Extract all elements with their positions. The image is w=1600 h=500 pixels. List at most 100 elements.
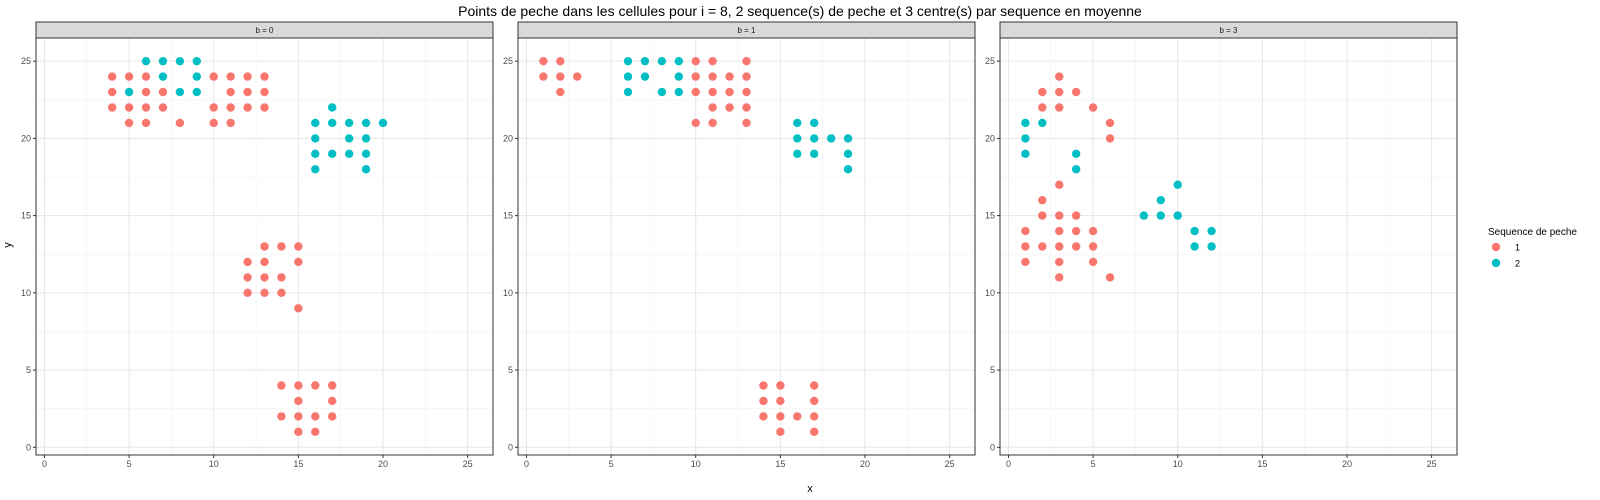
x-tick-label: 20	[1342, 459, 1352, 469]
data-point-series-1	[1088, 257, 1098, 267]
data-point-series-2	[1139, 211, 1149, 220]
y-tick-label: 10	[503, 288, 513, 298]
data-point-series-1	[776, 396, 785, 406]
data-point-series-1	[277, 381, 286, 390]
panel-background	[1000, 38, 1457, 455]
data-point-series-1	[1055, 180, 1064, 189]
data-point-series-1	[1071, 87, 1081, 97]
data-point-series-1	[691, 72, 700, 81]
data-point-series-1	[776, 412, 785, 421]
data-point-series-1	[328, 396, 337, 406]
y-tick-label: 20	[503, 133, 513, 143]
data-point-series-1	[556, 56, 565, 66]
data-point-series-1	[691, 87, 700, 97]
data-point-series-2	[311, 134, 320, 143]
data-point-series-1	[556, 72, 565, 81]
y-tick-label: 15	[21, 211, 31, 221]
data-point-series-2	[1190, 226, 1199, 236]
x-tick-label: 0	[524, 459, 529, 469]
data-point-series-1	[1055, 273, 1064, 282]
data-point-series-1	[1055, 242, 1064, 251]
y-tick-label: 0	[990, 442, 995, 452]
data-point-series-2	[124, 87, 134, 97]
data-point-series-2	[192, 72, 201, 81]
data-point-series-1	[725, 87, 734, 97]
data-point-series-2	[810, 118, 819, 128]
data-point-series-2	[344, 118, 354, 128]
data-point-series-1	[556, 87, 565, 97]
data-point-series-1	[691, 118, 700, 128]
data-point-series-2	[1038, 118, 1047, 128]
data-point-series-1	[158, 87, 168, 97]
data-point-series-1	[1055, 103, 1064, 112]
facet-strip-label: b = 0	[255, 26, 274, 35]
data-point-series-2	[674, 87, 683, 97]
data-point-series-2	[311, 118, 320, 128]
data-point-series-2	[640, 72, 650, 81]
data-point-series-1	[1055, 257, 1064, 267]
data-point-series-1	[1071, 226, 1081, 236]
y-tick-label: 5	[990, 365, 995, 375]
data-point-series-1	[260, 72, 269, 81]
data-point-series-2	[175, 87, 185, 97]
y-tick-label: 25	[21, 56, 31, 66]
data-point-series-1	[1088, 226, 1098, 236]
data-point-series-1	[107, 103, 117, 112]
data-point-series-1	[1105, 273, 1115, 282]
y-tick-label: 10	[21, 288, 31, 298]
data-point-series-1	[1055, 72, 1064, 81]
data-point-series-1	[742, 103, 751, 112]
data-point-series-1	[1088, 242, 1098, 251]
data-point-series-2	[344, 149, 354, 159]
data-point-series-1	[226, 118, 235, 128]
data-point-series-1	[1055, 226, 1064, 236]
data-point-series-2	[1071, 165, 1081, 174]
data-point-series-2	[1190, 242, 1199, 251]
data-point-series-1	[107, 87, 117, 97]
legend-entries: 12	[1491, 242, 1520, 269]
data-point-series-1	[226, 87, 235, 97]
facet-panels: b = 0 0 5 10 15 20 25 0 5 10 15 20 25 b = 1 0 5 10 15 20 25…	[21, 21, 1458, 469]
data-point-series-1	[1088, 103, 1098, 112]
data-point-series-2	[793, 118, 802, 128]
data-point-series-1	[725, 72, 734, 81]
data-point-series-2	[361, 134, 371, 143]
data-point-series-1	[328, 381, 337, 390]
data-point-series-1	[243, 288, 252, 298]
data-point-series-2	[623, 56, 633, 66]
data-point-series-1	[124, 118, 134, 128]
data-point-series-2	[1156, 195, 1165, 205]
data-point-series-1	[1038, 211, 1047, 220]
data-point-series-2	[1207, 226, 1216, 236]
data-point-series-1	[1055, 87, 1064, 97]
data-point-series-1	[260, 273, 269, 282]
data-point-series-1	[141, 87, 151, 97]
x-tick-label: 20	[860, 459, 870, 469]
data-point-series-2	[623, 72, 633, 81]
x-tick-label: 0	[1006, 459, 1011, 469]
data-point-series-1	[810, 381, 819, 390]
data-point-series-1	[243, 87, 252, 97]
data-point-series-2	[361, 149, 371, 159]
data-point-series-2	[1021, 118, 1030, 128]
data-point-series-1	[742, 56, 751, 66]
data-point-series-2	[793, 149, 802, 159]
data-point-series-1	[691, 56, 700, 66]
data-point-series-1	[243, 257, 252, 267]
data-point-series-1	[294, 427, 303, 437]
x-tick-label: 25	[463, 459, 473, 469]
x-tick-label: 10	[1173, 459, 1183, 469]
data-point-series-1	[708, 118, 717, 128]
data-point-series-1	[793, 412, 802, 421]
facet-panel-1: b = 0 0 5 10 15 20 25 0 5 10 15 20 25	[21, 21, 494, 469]
data-point-series-1	[759, 381, 768, 390]
data-point-series-2	[1173, 211, 1182, 220]
data-point-series-2	[328, 103, 337, 112]
data-point-series-1	[1038, 242, 1047, 251]
data-point-series-1	[1038, 87, 1047, 97]
legend-key	[1491, 242, 1501, 252]
facet-strip-label: b = 1	[737, 26, 756, 35]
data-point-series-1	[107, 72, 117, 81]
data-point-series-1	[742, 72, 751, 81]
data-point-series-2	[361, 118, 371, 128]
